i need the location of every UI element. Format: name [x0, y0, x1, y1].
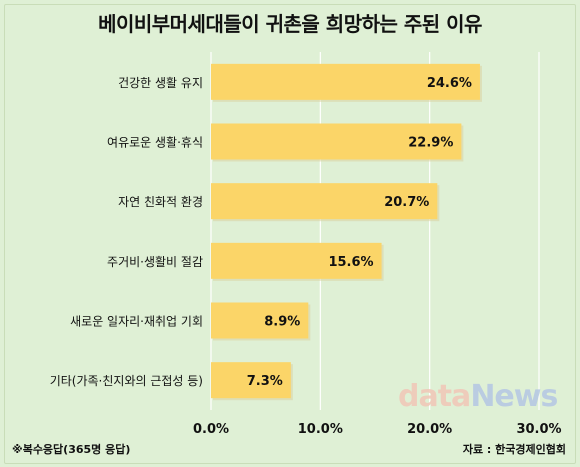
data-label-4: 8.9%: [264, 315, 300, 330]
data-label-5: 7.3%: [247, 374, 283, 389]
category-label-4: 새로운 일자리·재취업 기회: [70, 315, 203, 329]
category-label-1: 여유로운 생활·휴식: [107, 136, 203, 150]
x-tick-label-2: 20.0%: [407, 422, 452, 437]
datanews-watermark-logo: dataNews: [398, 379, 558, 414]
bar-2: [211, 183, 438, 220]
bar-1: [211, 123, 462, 160]
watermark-part1: data: [398, 379, 471, 414]
data-label-1: 22.9%: [408, 136, 453, 151]
chart-frame: [4, 4, 576, 464]
source-note: 자료 : 한국경제인협회: [462, 443, 566, 456]
chart-title: 베이비부머세대들이 귀촌을 희망하는 주된 이유: [98, 12, 482, 36]
x-tick-label-1: 10.0%: [298, 422, 343, 437]
footnote: ※복수응답(365명 응답): [12, 443, 131, 456]
x-tick-label-3: 30.0%: [516, 422, 561, 437]
data-label-2: 20.7%: [384, 195, 429, 210]
bar-5: [211, 362, 291, 399]
category-label-2: 자연 친화적 환경: [118, 195, 203, 209]
data-label-0: 24.6%: [427, 76, 472, 91]
x-tick-label-0: 0.0%: [193, 422, 229, 437]
category-label-5: 기타(가족·친지와의 근접성 등): [50, 374, 203, 388]
bar-3: [211, 242, 382, 279]
bar-0: [211, 63, 480, 100]
bar-4: [211, 302, 309, 339]
watermark-part2: News: [470, 379, 558, 414]
category-label-3: 주거비·생활비 절감: [107, 255, 203, 269]
category-label-0: 건강한 생활 유지: [118, 76, 203, 90]
data-label-3: 15.6%: [328, 255, 373, 270]
